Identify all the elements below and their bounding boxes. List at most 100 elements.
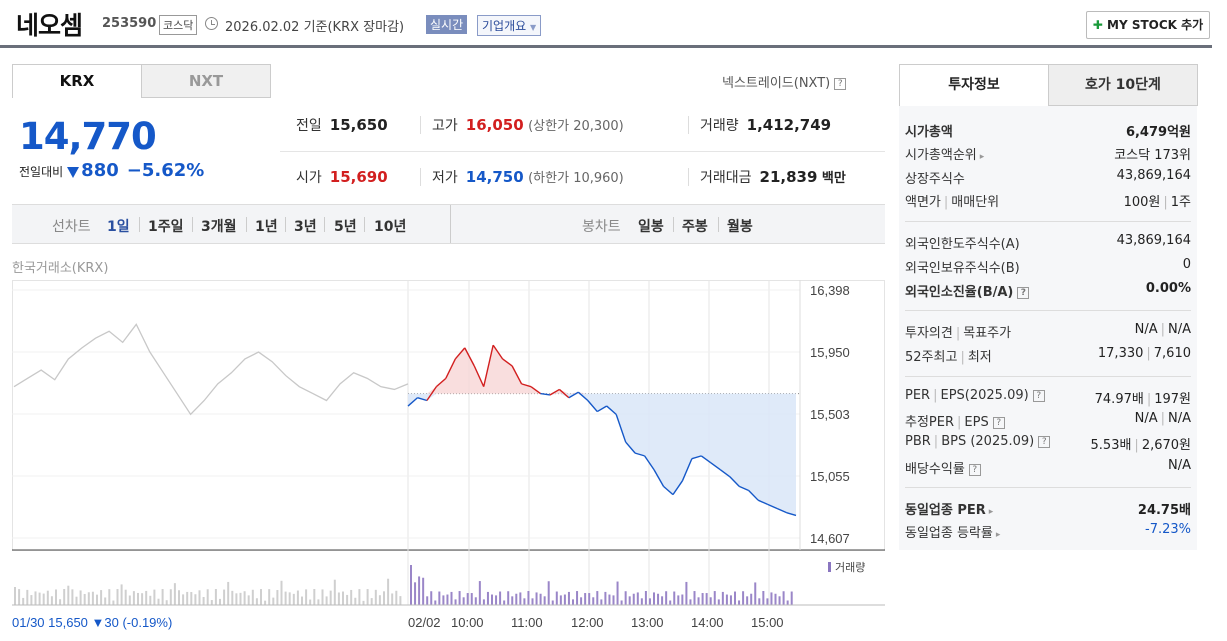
period-1y[interactable]: 1년	[255, 219, 278, 235]
stat-value: 1,412,749	[746, 116, 832, 134]
info-value: 5.53배 | 2,670원	[1090, 438, 1191, 453]
tab-order-book[interactable]: 호가 10단계	[1048, 64, 1198, 106]
info-value: 24.75배	[1137, 503, 1191, 518]
period-3m[interactable]: 3개월	[201, 219, 237, 235]
info-label: 외국인한도주식수(A)	[905, 237, 1020, 252]
volume-bar	[342, 591, 344, 605]
volume-bar	[67, 585, 70, 605]
info-value: -7.23%	[1145, 522, 1191, 537]
tab-nxt[interactable]: NXT	[141, 64, 271, 98]
info-row-industry-per[interactable]: 동일업종 PER ▸ 24.75배	[905, 496, 1191, 518]
volume-bar	[689, 599, 692, 605]
volume-bar	[746, 596, 749, 605]
stat-value: 15,690	[329, 168, 388, 186]
x-tick-label: 13:00	[631, 615, 664, 630]
volume-bar	[616, 581, 619, 605]
today-line-segment	[615, 414, 627, 443]
help-icon[interactable]: ?	[968, 463, 981, 476]
volume-bar	[624, 591, 627, 605]
volume-bar	[350, 589, 353, 605]
volume-legend-label: 거래량	[835, 561, 865, 574]
today-line-segment	[606, 405, 617, 415]
period-1w[interactable]: 1주일	[148, 219, 184, 235]
price-stats: 전일 15,650 고가 16,050 (상한가 20,300) 거래량 1,412,…	[280, 100, 885, 204]
volume-bar	[182, 594, 185, 605]
today-line-segment	[454, 347, 466, 360]
realtime-button[interactable]: 실시간	[426, 15, 468, 34]
x-tick-label: 02/02	[408, 615, 441, 630]
period-3y[interactable]: 3년	[294, 219, 317, 235]
period-10y[interactable]: 10년	[374, 219, 407, 235]
quote-date: 2026.02.02 기준(KRX 장마감)	[225, 20, 405, 35]
volume-bar	[790, 591, 793, 605]
nextrade-link[interactable]: 넥스트레이드(NXT)?	[722, 72, 847, 91]
period-5y[interactable]: 5년	[334, 219, 357, 235]
help-icon[interactable]: ?	[1017, 286, 1030, 299]
volume-bar	[194, 594, 197, 605]
volume-bar	[503, 600, 506, 605]
help-icon[interactable]: ?	[834, 77, 847, 90]
volume-bar	[219, 598, 221, 605]
help-icon[interactable]: ?	[992, 416, 1005, 429]
info-label: 상장주식수	[905, 172, 965, 187]
info-value: N/A	[1168, 458, 1191, 473]
volume-bar	[104, 597, 107, 605]
volume-bar	[157, 598, 160, 605]
volume-bar	[661, 596, 664, 605]
volume-bar	[251, 589, 254, 605]
plus-icon: ✚	[1092, 18, 1103, 32]
volume-bar	[470, 593, 473, 605]
volume-bar	[693, 591, 696, 605]
today-line-segment	[681, 458, 693, 482]
candle-monthly[interactable]: 월봉	[727, 219, 753, 235]
info-value: 43,869,164	[1116, 233, 1191, 248]
volume-bar	[519, 592, 522, 605]
volume-bar	[18, 589, 21, 605]
volume-bar	[673, 591, 676, 605]
info-row-rank[interactable]: 시가총액순위 ▸ 코스닥 173위	[905, 141, 1191, 163]
today-line-segment	[644, 455, 655, 471]
today-line-segment	[540, 392, 551, 396]
volume-bar	[153, 589, 156, 605]
info-row-foreign-ratio: 외국인소진율(B/A)? 0.00%	[905, 278, 1191, 300]
volume-bar	[124, 589, 127, 605]
info-row-per: PER | EPS(2025.09)? 74.97배 | 197원	[905, 385, 1191, 407]
stat-unit: 백만	[821, 171, 846, 186]
volume-bar	[742, 591, 745, 605]
info-row-industry-change[interactable]: 동일업종 등락률 ▸ -7.23%	[905, 519, 1191, 541]
volume-bar	[770, 592, 773, 605]
volume-bar	[486, 591, 489, 605]
stat-value: 21,839	[759, 168, 818, 186]
info-value: 43,869,164	[1116, 168, 1191, 183]
candle-daily[interactable]: 일봉	[638, 219, 664, 235]
candle-weekly[interactable]: 주봉	[682, 219, 708, 235]
volume-bar	[276, 590, 279, 605]
period-1d[interactable]: 1일	[107, 219, 130, 235]
volume-bar	[422, 577, 425, 605]
volume-bar	[391, 593, 394, 605]
y-tick-label: 16,398	[810, 283, 850, 298]
volume-bar	[313, 589, 316, 605]
help-icon[interactable]: ?	[1038, 435, 1051, 448]
y-tick-label: 15,055	[810, 469, 850, 484]
today-line-segment	[738, 485, 749, 492]
tab-investment-info[interactable]: 투자정보	[899, 64, 1049, 106]
today-line-segment	[530, 386, 541, 395]
volume-bar	[567, 591, 570, 605]
volume-bar	[499, 591, 502, 605]
info-row-foreign-limit: 외국인한도주식수(A) 43,869,164	[905, 230, 1191, 252]
stat-prev: 전일 15,650	[296, 115, 388, 135]
volume-bar	[729, 595, 732, 605]
company-overview-dropdown[interactable]: 기업개요 ▼	[477, 15, 542, 36]
info-row-pbr: PBR | BPS (2025.09)? 5.53배 | 2,670원	[905, 431, 1191, 453]
chevron-right-icon: ▸	[979, 152, 985, 162]
chevron-down-icon: ▼	[530, 23, 537, 32]
volume-bar	[46, 590, 49, 605]
stat-label: 고가	[432, 118, 458, 134]
tab-krx[interactable]: KRX	[12, 64, 142, 98]
help-icon[interactable]: ?	[1032, 389, 1045, 402]
my-stock-add-button[interactable]: ✚ MY STOCK 추가	[1086, 11, 1210, 39]
today-line-segment	[417, 397, 428, 402]
info-value: N/A | N/A	[1134, 411, 1191, 426]
volume-bar	[325, 596, 328, 605]
